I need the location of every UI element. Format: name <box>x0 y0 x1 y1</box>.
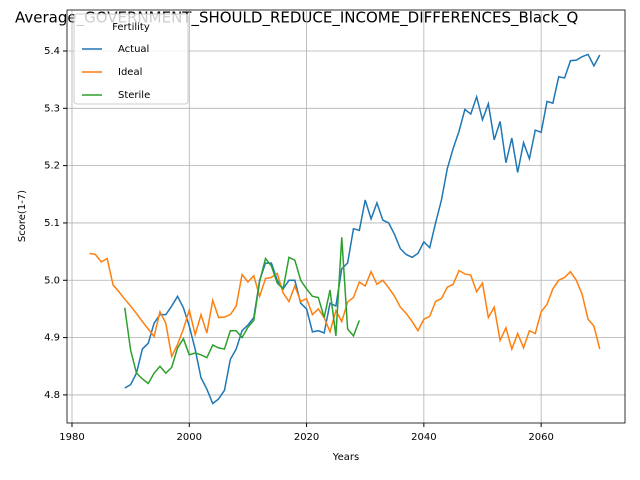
x-tick-label: 2020 <box>294 432 319 443</box>
y-axis-label: Score(1-7) <box>17 190 28 242</box>
x-tick-label: 1980 <box>59 432 84 443</box>
y-tick-label: 5.2 <box>44 161 60 172</box>
legend-title: Fertility <box>112 22 150 33</box>
series-line <box>89 252 601 359</box>
x-tick-label: 2040 <box>411 432 436 443</box>
legend-label: Actual <box>118 44 149 55</box>
x-tick-label: 2000 <box>177 432 202 443</box>
legend-label: Ideal <box>118 67 142 78</box>
y-tick-label: 5.4 <box>44 46 60 57</box>
plot-frame <box>66 9 626 424</box>
y-tick-label: 5.0 <box>44 275 60 286</box>
legend-box <box>73 13 189 105</box>
series-line <box>124 237 361 385</box>
y-tick-label: 5.3 <box>44 103 60 114</box>
y-tick-label: 4.9 <box>44 333 60 344</box>
x-axis-label: Years <box>332 452 359 463</box>
y-tick-label: 5.1 <box>44 218 60 229</box>
series-line <box>124 53 601 405</box>
legend-label: Sterile <box>118 90 150 101</box>
y-tick-label: 4.8 <box>44 390 60 401</box>
legend: Fertility Actual Ideal Sterile <box>73 13 189 105</box>
x-tick-label: 2060 <box>528 432 553 443</box>
